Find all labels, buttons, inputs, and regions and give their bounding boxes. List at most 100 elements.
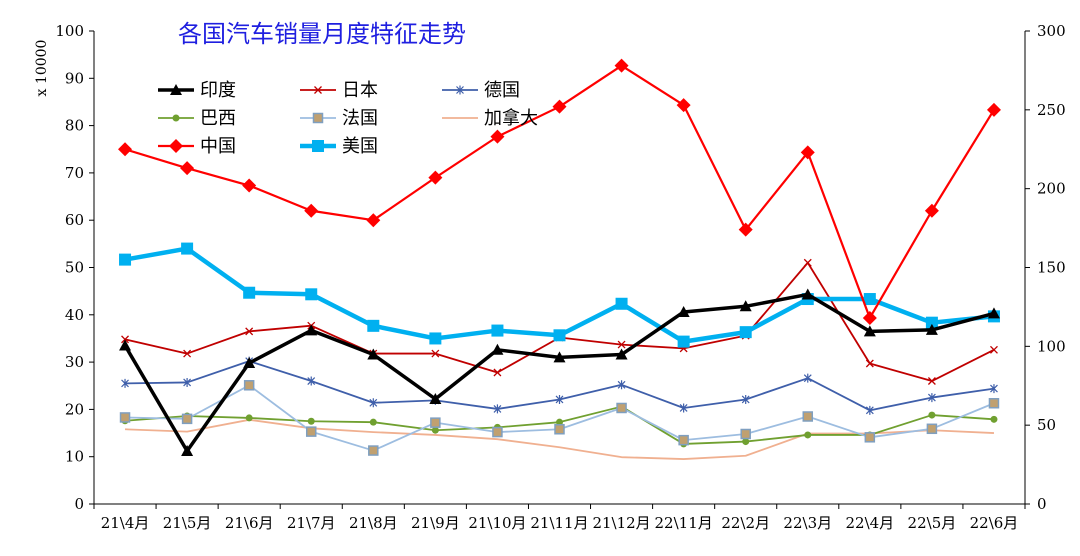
series-7-point — [553, 329, 566, 342]
series-4-point — [740, 428, 751, 440]
x-tick-label: 21\7月 — [287, 514, 336, 532]
series-4-point — [926, 423, 938, 435]
right-tick-label: 300 — [1037, 22, 1066, 40]
series-3-point — [556, 418, 563, 426]
series-6-point — [800, 145, 815, 160]
series-4-point — [430, 417, 441, 428]
series-0-point — [677, 305, 690, 317]
series-2-point — [741, 394, 750, 404]
series-4-point — [988, 398, 1000, 409]
series-1-point — [927, 377, 936, 385]
series-6-point — [180, 161, 195, 176]
series-3-point — [804, 431, 812, 439]
legend-item-0: 印度 — [158, 80, 236, 101]
right-tick-label: 150 — [1037, 259, 1066, 277]
series-4-point — [368, 445, 379, 456]
series-3-point — [369, 418, 377, 426]
series-0-point — [987, 307, 1000, 319]
series-0-point — [243, 357, 256, 369]
legend-label: 加拿大 — [484, 107, 538, 129]
series-2-point — [307, 376, 316, 386]
series-2-point — [369, 398, 378, 408]
series-7-point — [429, 332, 442, 345]
legend-item-4: 法国 — [300, 108, 378, 129]
series-3-point — [431, 426, 439, 434]
left-axis-ticks: 0 10 20 30 40 50 60 70 80 90 100 — [55, 22, 94, 513]
x-tick-label: 21\11月 — [530, 514, 588, 532]
series-0-point — [801, 288, 814, 300]
legend-label: 中国 — [200, 136, 236, 157]
series-7 — [119, 242, 1000, 348]
left-tick-label: 10 — [65, 448, 84, 466]
right-tick-label: 200 — [1037, 180, 1066, 198]
legend-marker — [170, 84, 182, 95]
series-3-point — [307, 417, 315, 425]
series-0-point — [491, 343, 504, 355]
series-0-point — [367, 348, 380, 360]
series-6 — [118, 58, 1001, 325]
series-6-point — [428, 170, 443, 185]
x-tick-label: 21\12月 — [592, 514, 650, 532]
x-tick-label: 21\9月 — [411, 514, 460, 532]
left-tick-label: 100 — [55, 22, 84, 40]
series-4-point — [119, 412, 131, 423]
series-1-point — [245, 327, 254, 336]
series-2-point — [617, 380, 626, 390]
series-7-point — [677, 335, 690, 348]
left-tick-label: 30 — [65, 353, 84, 371]
series-3-point — [742, 438, 750, 446]
legend-marker — [312, 112, 324, 124]
series-7-point — [367, 319, 380, 332]
series-1-point — [121, 335, 129, 344]
series-0-point — [863, 325, 876, 337]
legend-label: 美国 — [342, 136, 378, 157]
series-6-point — [366, 213, 381, 228]
series-2-point — [927, 393, 936, 403]
x-tick-label: 21\8月 — [349, 514, 398, 532]
series-6-point — [676, 98, 691, 113]
legend-label: 巴西 — [200, 108, 236, 129]
series-3-point — [990, 415, 998, 423]
series-0-point — [429, 392, 442, 404]
series-4-point — [492, 426, 503, 438]
series-4-point — [678, 434, 689, 446]
series-6-point — [242, 178, 257, 193]
x-tick-label: 21\10月 — [468, 514, 526, 532]
right-axis-ticks: 0 50 100 150 200 250 300 — [1025, 22, 1066, 513]
legend-marker — [172, 114, 180, 122]
right-tick-label: 0 — [1037, 495, 1047, 513]
legend-marker — [456, 85, 464, 95]
series-1-point — [803, 258, 812, 267]
series-1-point — [990, 345, 998, 354]
series-2 — [121, 356, 998, 415]
series-6-point — [490, 129, 505, 144]
series-2-point — [803, 373, 812, 383]
series-4-point — [616, 402, 627, 414]
series-0-point — [119, 339, 132, 351]
left-tick-label: 0 — [74, 495, 84, 513]
series-3-point — [245, 414, 253, 422]
legend-marker — [314, 86, 322, 94]
left-tick-label: 70 — [65, 164, 84, 182]
series-0-point — [181, 445, 194, 457]
left-tick-label: 20 — [65, 400, 84, 418]
series-4-point — [305, 426, 317, 437]
series-1-point — [617, 340, 626, 349]
x-tick-label: 22\3月 — [783, 514, 832, 532]
series-0-point — [615, 348, 628, 360]
series-2-point — [121, 378, 129, 388]
series-7-point — [739, 326, 752, 339]
series-6-point — [552, 99, 567, 114]
series-7-point — [243, 286, 256, 299]
left-tick-label: 90 — [65, 69, 84, 87]
series-5 — [124, 418, 995, 460]
series-4-point — [243, 380, 255, 391]
series-6-point — [738, 222, 753, 237]
series-7-point — [119, 253, 132, 266]
series-5-line — [124, 418, 995, 460]
legend-marker — [169, 139, 183, 153]
series-7-point — [491, 324, 504, 337]
series-7-point — [925, 316, 938, 329]
series-7-point — [615, 297, 628, 310]
